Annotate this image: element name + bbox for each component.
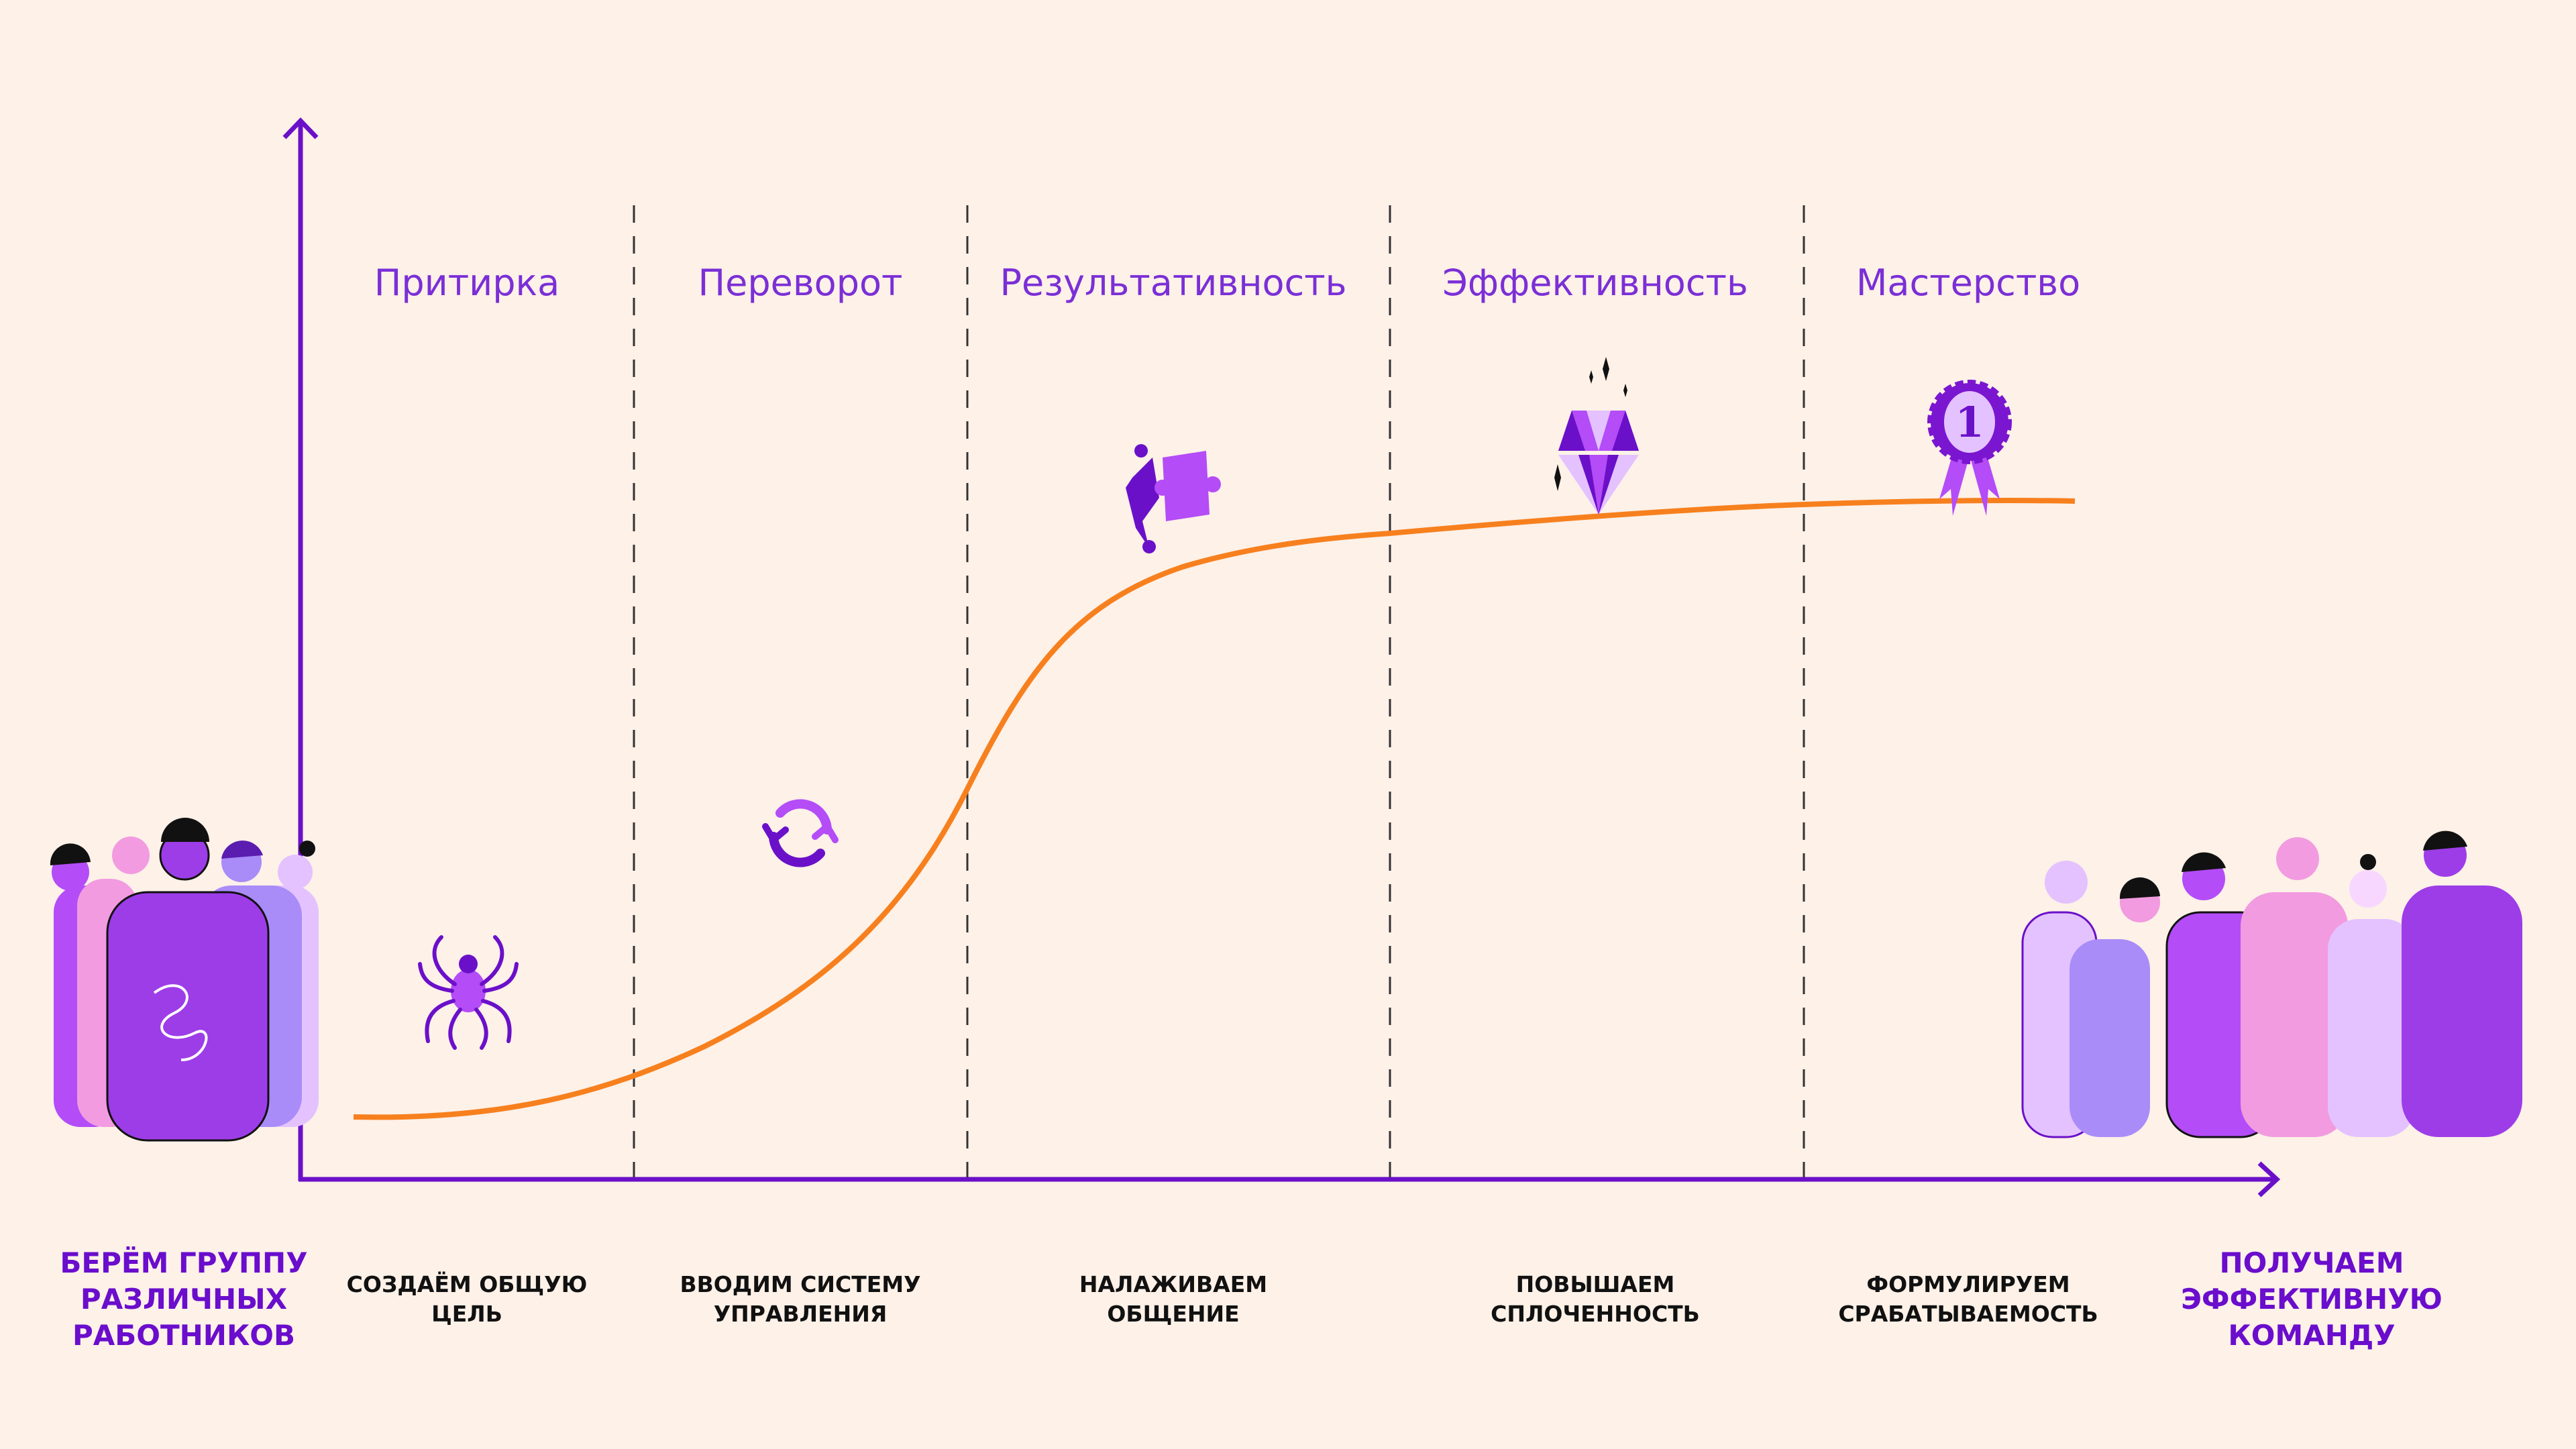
stage-description: ЦЕЛЬ [431, 1301, 502, 1327]
diverse-workers-illustration [50, 818, 319, 1142]
medal-number: 1 [1955, 398, 1984, 447]
stage-description: СРАБАТЫВАЕМОСТЬ [1838, 1301, 2098, 1327]
y-axis-arrow [282, 117, 319, 140]
stage-title: Эффективность [1442, 262, 1748, 304]
start-label: РАЗЛИЧНЫХ [80, 1283, 287, 1316]
spider-icon [418, 935, 519, 1050]
stage-description: НАЛАЖИВАЕМ [1079, 1271, 1267, 1297]
stage-description: ПОВЫШАЕМ [1516, 1271, 1675, 1297]
end-label: КОМАНДУ [2228, 1319, 2395, 1352]
stage-description: ВВОДИМ СИСТЕМУ [680, 1271, 920, 1297]
stage-description: ФОРМУЛИРУЕМ [1866, 1271, 2070, 1297]
effective-team-illustration [2021, 830, 2522, 1138]
stage-title: Переворот [698, 262, 903, 304]
stage-title: Результативность [1000, 262, 1346, 304]
stage-description: СОЗДАЁМ ОБЩУЮ [347, 1271, 588, 1297]
stage-title: Притирка [374, 262, 560, 304]
stage-description: СПЛОЧЕННОСТЬ [1491, 1301, 1700, 1327]
medal-icon: 1 [1927, 380, 2012, 516]
puzzle-icon [1126, 444, 1221, 553]
end-label: ЭФФЕКТИВНУЮ [2181, 1283, 2443, 1316]
diamond-icon [1554, 357, 1639, 515]
start-label: РАБОТНИКОВ [72, 1319, 295, 1352]
growth-curve [353, 498, 2076, 1120]
start-label: БЕРЁМ ГРУППУ [60, 1246, 307, 1279]
refresh-icon [762, 799, 839, 867]
end-label: ПОЛУЧАЕМ [2219, 1246, 2404, 1279]
stage-description: УПРАВЛЕНИЯ [714, 1301, 888, 1327]
stage-description: ОБЩЕНИЕ [1107, 1301, 1239, 1327]
stage-title: Мастерство [1856, 262, 2080, 304]
x-axis-arrow [2257, 1161, 2281, 1197]
